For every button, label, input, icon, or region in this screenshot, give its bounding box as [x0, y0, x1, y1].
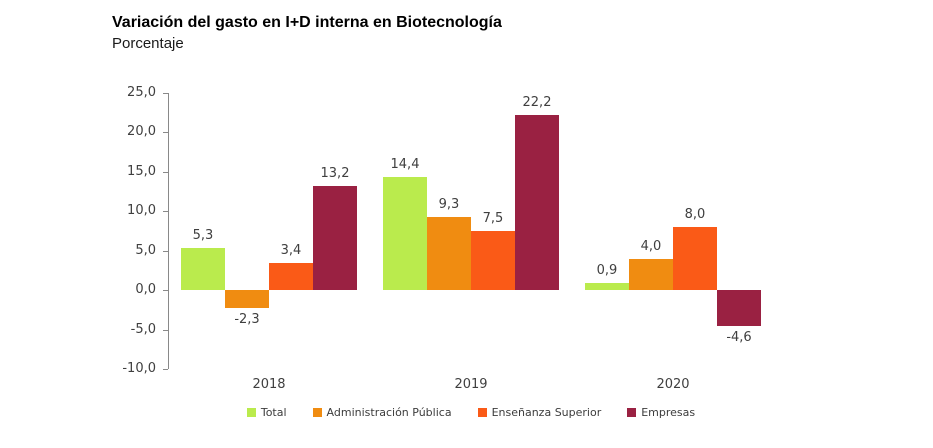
- bar-2020-administración-pública: [629, 258, 673, 291]
- chart-title: Variación del gasto en I+D interna en Bi…: [112, 14, 502, 31]
- bar-2018-empresas: [313, 186, 357, 291]
- bar-2018-enseñanza-superior: [269, 263, 313, 291]
- bar-2018-total: [181, 248, 225, 291]
- legend-swatch-icon: [246, 408, 256, 417]
- y-axis-tick-label: 25,0: [127, 85, 156, 100]
- bar-value-label: 5,3: [192, 228, 214, 244]
- legend-label: Administración Pública: [326, 406, 452, 419]
- bar-value-label: 13,2: [320, 166, 350, 182]
- bar-2020-empresas: [717, 290, 761, 327]
- bar-2019-administración-pública: [427, 216, 471, 291]
- bar-value-label: 14,4: [390, 156, 420, 172]
- bar-2020-enseñanza-superior: [673, 227, 717, 291]
- y-axis-tick: [163, 211, 168, 213]
- bar-2018-administración-pública: [225, 290, 269, 309]
- x-axis-category-label: 2019: [454, 377, 488, 392]
- legend-label: Empresas: [641, 406, 696, 419]
- bar-value-label: 7,5: [482, 211, 504, 226]
- y-axis-tick-label: -10,0: [122, 361, 156, 376]
- bar-value-label: 8,0: [684, 207, 706, 223]
- y-axis-tick: [163, 171, 168, 173]
- y-axis-tick: [163, 250, 168, 252]
- bar-value-label: 0,9: [596, 263, 618, 279]
- chart-legend: Total Administración Pública Enseñanza Sup…: [168, 406, 774, 419]
- y-axis-tick-label: 10,0: [127, 203, 156, 219]
- legend-label: Enseñanza Superior: [491, 406, 602, 419]
- y-axis-tick-label: 20,0: [127, 124, 156, 140]
- y-axis-tick-label: 5,0: [135, 242, 156, 258]
- bar-2019-enseñanza-superior: [471, 231, 515, 291]
- legend-item-administración-pública: Administración Pública: [312, 406, 452, 419]
- y-axis-tick: [163, 329, 168, 331]
- x-axis-category-label: 2020: [656, 377, 690, 392]
- legend-label: Total: [260, 406, 287, 419]
- chart-header: Variación del gasto en I+D interna en Bi…: [112, 12, 502, 54]
- y-axis-tick-label: 15,0: [127, 163, 156, 179]
- bar-value-label: -4,6: [726, 330, 752, 346]
- bar-2020-total: [585, 283, 629, 291]
- bar-2019-empresas: [515, 115, 559, 291]
- legend-swatch-icon: [627, 408, 637, 417]
- y-axis-tick-label: 0,0: [135, 282, 156, 298]
- y-axis-tick: [163, 290, 168, 292]
- x-axis-category-label: 2018: [252, 377, 286, 392]
- legend-swatch-icon: [312, 408, 322, 417]
- bar-value-label: -2,3: [234, 312, 260, 328]
- bar-value-label: 4,0: [640, 238, 662, 254]
- bar-value-label: 3,4: [280, 243, 302, 259]
- legend-item-empresas: Empresas: [627, 406, 695, 419]
- legend-item-enseñanza-superior: Enseñanza Superior: [477, 406, 602, 419]
- y-axis-tick: [163, 93, 168, 94]
- bar-2019-total: [383, 176, 427, 291]
- y-axis-tick: [163, 369, 168, 370]
- chart-subtitle: Porcentaje: [112, 35, 184, 52]
- y-axis-line: [168, 93, 169, 369]
- bar-value-label: 9,3: [438, 196, 460, 212]
- legend-item-total: Total: [246, 406, 287, 419]
- y-axis-tick: [163, 132, 168, 134]
- bar-value-label: 22,2: [522, 95, 552, 111]
- legend-swatch-icon: [477, 408, 487, 417]
- y-axis-tick-label: -5,0: [130, 321, 156, 337]
